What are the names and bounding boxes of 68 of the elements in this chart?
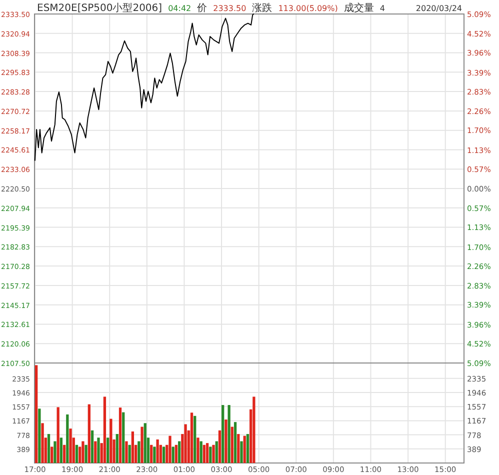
bar: [103, 396, 106, 463]
bar: [237, 434, 240, 463]
bar: [62, 444, 66, 463]
bar: [206, 443, 209, 463]
bar: [228, 405, 230, 463]
bar: [35, 365, 38, 463]
bar: [94, 441, 97, 463]
bar: [215, 441, 218, 463]
bar: [125, 441, 128, 463]
text: 2333.50: [213, 4, 246, 13]
bar: [212, 444, 215, 463]
bar: [60, 438, 63, 463]
text: 04:42: [168, 4, 192, 13]
bar: [38, 408, 41, 463]
bar: [234, 422, 237, 463]
annotation: 价: [196, 2, 208, 14]
bar: [209, 446, 212, 463]
bar: [50, 446, 54, 463]
bar: [88, 404, 90, 463]
text: 4: [380, 4, 385, 13]
bar: [162, 446, 166, 463]
bar: [200, 441, 202, 463]
bar: [196, 438, 200, 463]
bar: [54, 441, 56, 463]
bar: [41, 423, 44, 463]
bar: [138, 441, 140, 463]
bar: [140, 426, 144, 463]
chart-title: ESM20E[SP500小型2006]: [37, 2, 162, 14]
bar: [75, 444, 78, 463]
bar: [84, 444, 88, 463]
bar: [230, 426, 234, 463]
bar: [66, 414, 69, 463]
bar: [122, 412, 125, 463]
bar: [90, 430, 94, 463]
bar: [202, 444, 206, 463]
bar: [144, 423, 146, 463]
bar: [218, 430, 222, 463]
bar: [110, 418, 112, 463]
bar: [243, 436, 246, 463]
bar: [224, 420, 228, 463]
annotation: 涨跌: [252, 2, 272, 14]
bar: [106, 438, 110, 463]
bar: [69, 428, 72, 463]
bar: [178, 441, 181, 463]
bar: [56, 407, 60, 463]
bar: [240, 441, 243, 463]
bar: [128, 444, 131, 463]
bar: [150, 444, 153, 463]
annotation: 成交量: [344, 2, 374, 14]
bar: [246, 434, 250, 463]
bar: [153, 446, 156, 463]
bar: [222, 405, 224, 463]
bar: [194, 416, 196, 463]
bar: [131, 431, 134, 463]
bar: [174, 444, 178, 463]
bar: [172, 446, 174, 463]
bar: [184, 424, 187, 463]
bar: [252, 396, 256, 463]
bar: [47, 434, 50, 463]
bar: [116, 434, 118, 463]
bar: [82, 441, 84, 463]
bar: [118, 408, 122, 463]
text: 2020/03/24: [416, 4, 462, 13]
text: 113.00(5.09%): [278, 4, 338, 13]
bar: [168, 436, 172, 463]
bar: [97, 438, 100, 463]
bar: [190, 412, 194, 463]
bar: [156, 439, 159, 463]
